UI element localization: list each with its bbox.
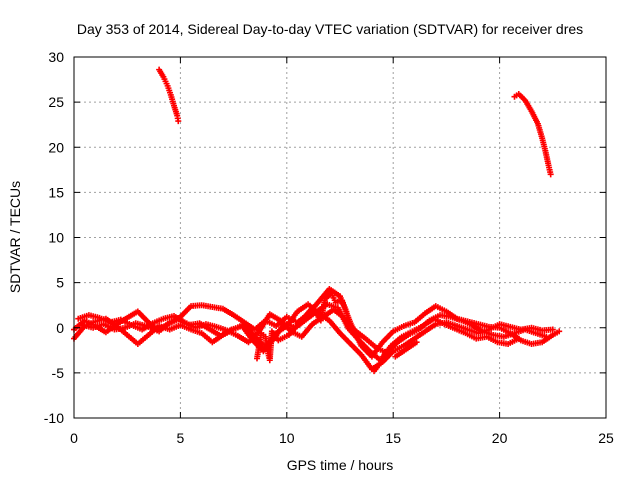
- x-tick-label: 15: [385, 430, 401, 446]
- data-point: [547, 171, 554, 178]
- data-point: [175, 118, 182, 125]
- data-point: [375, 362, 382, 369]
- x-tick-label: 0: [70, 430, 78, 446]
- data-points: [71, 66, 563, 375]
- y-tick-label: -5: [52, 365, 65, 381]
- chart-title: Day 353 of 2014, Sidereal Day-to-day VTE…: [77, 21, 583, 37]
- y-tick-label: 5: [56, 275, 64, 291]
- x-tick-label: 20: [492, 430, 508, 446]
- x-tick-label: 25: [598, 430, 614, 446]
- y-tick-label: 25: [48, 94, 64, 110]
- x-tick-label: 10: [279, 430, 295, 446]
- data-point: [543, 333, 550, 340]
- y-tick-label: 20: [48, 139, 64, 155]
- y-tick-label: 30: [48, 49, 64, 65]
- x-axis-label: GPS time / hours: [287, 457, 394, 473]
- y-tick-label: 15: [48, 184, 64, 200]
- y-tick-label: -10: [44, 410, 64, 426]
- data-point: [343, 308, 350, 315]
- series-track-5: [254, 290, 420, 375]
- y-tick-label: 0: [56, 320, 64, 336]
- data-point: [392, 353, 399, 360]
- y-axis-label: SDTVAR / TECUs: [7, 181, 23, 293]
- x-tick-label: 5: [177, 430, 185, 446]
- data-point: [515, 335, 522, 342]
- data-point: [556, 328, 563, 335]
- y-tick-labels: -10 -5 0 5 10 15 20 25 30: [44, 49, 64, 426]
- series-arc-early: [156, 66, 182, 125]
- grid-lines: [74, 57, 606, 418]
- series-arc-late: [511, 91, 554, 178]
- data-point: [549, 326, 556, 333]
- x-tick-labels: 0 5 10 15 20 25: [70, 430, 614, 446]
- tick-marks: [73, 56, 607, 419]
- y-tick-label: 10: [48, 230, 64, 246]
